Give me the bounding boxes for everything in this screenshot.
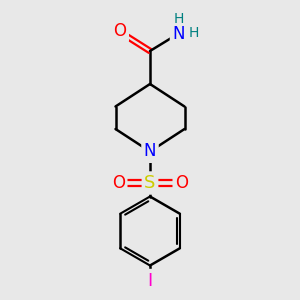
Text: O: O bbox=[175, 174, 188, 192]
Text: N: N bbox=[172, 26, 185, 44]
Text: O: O bbox=[113, 22, 127, 40]
Text: H: H bbox=[188, 26, 199, 40]
Text: N: N bbox=[144, 142, 156, 160]
Text: H: H bbox=[173, 12, 184, 26]
Text: O: O bbox=[112, 174, 125, 192]
Text: S: S bbox=[144, 174, 156, 192]
Text: I: I bbox=[147, 272, 153, 290]
